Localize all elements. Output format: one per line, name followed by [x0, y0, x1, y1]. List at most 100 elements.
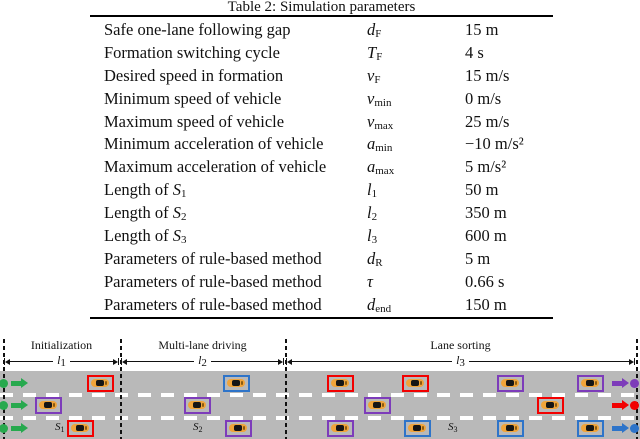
- dimension-tick-right: [283, 358, 284, 365]
- parameter-value: 5 m/s²: [465, 157, 507, 177]
- vehicle-cockpit-icon: [75, 424, 84, 431]
- section-title: Lane sorting: [430, 338, 491, 352]
- symbol-base: l: [367, 226, 372, 246]
- vehicle-formation-box: [401, 374, 429, 392]
- symbol-base: l: [367, 180, 372, 200]
- vehicle-windshield-icon: [344, 425, 347, 430]
- symbol-base: T: [367, 42, 377, 62]
- vehicle-cockpit-icon: [231, 379, 240, 386]
- symbol: l1: [367, 180, 377, 200]
- vehicle-windshield-icon: [594, 425, 597, 430]
- arrow-stem: [612, 380, 622, 386]
- vehicle-formation-box: [576, 419, 604, 437]
- arrow-head: [21, 422, 28, 433]
- symbol: dend: [367, 295, 391, 315]
- parameter-name-variable: S2: [172, 203, 187, 223]
- section-length-subscript: 1: [60, 357, 66, 369]
- arrow-head: [21, 399, 28, 410]
- vehicle-windshield-icon: [419, 380, 422, 385]
- vehicle-cockpit-icon: [545, 401, 554, 408]
- vehicle-icon: [407, 423, 426, 432]
- parameter-name: Length of S3: [104, 225, 367, 252]
- vehicle-icon: [70, 423, 89, 432]
- table-row: Maximum acceleration of vehicle amax 5 m/s…: [90, 156, 553, 179]
- parameter-name: Length of S1: [104, 179, 367, 206]
- parameter-symbol: l2: [367, 202, 465, 229]
- parameter-value: 15 m: [465, 20, 499, 39]
- parameter-name-variable-subscript: 3: [180, 234, 187, 247]
- section-length-symbol: l: [57, 353, 61, 367]
- dimension-tick-left: [4, 358, 5, 365]
- symbol-base: d: [367, 248, 376, 268]
- symbol-subscript: 2: [371, 211, 378, 224]
- vehicle-icon: [405, 378, 424, 387]
- parameter-name-text: Parameters of rule-based method: [104, 271, 322, 291]
- parameter-symbol: vmax: [367, 111, 465, 138]
- parameter-name: Minimum acceleration of vehicle: [104, 133, 367, 156]
- parameter-name: Parameters of rule-based method: [104, 271, 367, 294]
- vehicle-icon: [580, 423, 599, 432]
- exit-direction-arrow-icon: [612, 377, 629, 389]
- parameter-value: 4 s: [465, 42, 484, 62]
- symbol-base: v: [367, 88, 375, 108]
- arrow-stem: [11, 380, 21, 386]
- table-row: Minimum acceleration of vehicle amin −10 m…: [90, 133, 553, 156]
- parameter-name-variable: S3: [173, 226, 187, 247]
- exit-node-dot: [630, 400, 639, 410]
- symbol-base: v: [367, 65, 375, 85]
- dimension-arrowhead-right-icon: [113, 358, 118, 365]
- vehicle-cockpit-icon: [412, 424, 421, 431]
- section-boundary-dashed-line: [636, 339, 638, 439]
- vehicle-icon: [187, 400, 206, 409]
- vehicle-cockpit-icon: [335, 379, 344, 386]
- vehicle-icon: [580, 378, 599, 387]
- symbol-subscript: R: [375, 256, 383, 269]
- parameter-value: 0.66 s: [465, 271, 505, 291]
- parameter-name-text: Minimum speed of vehicle: [104, 88, 282, 108]
- vehicle-windshield-icon: [514, 425, 517, 430]
- dimension-arrowhead-left-icon: [5, 358, 10, 365]
- exit-direction-arrow-icon: [612, 399, 629, 411]
- segment-subscript: 3: [453, 425, 458, 434]
- parameter-value: −10 m/s²: [465, 134, 524, 154]
- vehicle-cockpit-icon: [335, 424, 344, 431]
- parameter-value: 25 m/s: [465, 111, 510, 131]
- section-title: Initialization: [30, 338, 93, 352]
- parameter-value: 50 m: [465, 180, 499, 200]
- symbol: l2: [367, 203, 378, 224]
- parameters-table: Safe one-lane following gap dF 15 m Formati…: [90, 19, 553, 317]
- section-length-symbol: l: [456, 353, 460, 367]
- table-row: Parameters of rule-based method dend 150 m: [90, 294, 553, 317]
- parameter-name-text: Minimum acceleration of vehicle: [104, 134, 324, 154]
- symbol-subscript: min: [374, 96, 392, 109]
- symbol-subscript: 3: [371, 234, 378, 247]
- parameter-symbol: amin: [367, 133, 465, 160]
- arrow-head: [622, 422, 629, 433]
- parameter-name: Maximum acceleration of vehicle: [104, 156, 367, 179]
- symbol: amax: [367, 157, 394, 177]
- dimension-tick-right: [634, 358, 635, 365]
- vehicle-formation-box: [222, 374, 250, 392]
- symbol-base: a: [367, 157, 376, 177]
- vehicle-formation-box: [363, 396, 391, 414]
- parameter-value: 15 m/s: [465, 65, 510, 85]
- dimension-line-right: [210, 361, 278, 362]
- exit-direction-arrow-icon: [612, 422, 629, 434]
- vehicle-formation-box: [536, 396, 564, 414]
- parameter-value: 600 m: [465, 226, 507, 246]
- table-row: Length of S1 l1 50 m: [90, 179, 553, 202]
- exit-node-dot: [630, 423, 639, 433]
- vehicle-windshield-icon: [554, 402, 557, 407]
- vehicle-formation-box: [224, 419, 252, 437]
- dimension-tick-left: [286, 358, 287, 365]
- section-length-dimension: l3: [286, 353, 635, 369]
- parameter-name-text: Maximum speed of vehicle: [104, 111, 285, 131]
- arrow-stem: [612, 402, 622, 408]
- parameter-name-variable: S1: [173, 180, 187, 200]
- parameter-symbol: dend: [367, 294, 465, 321]
- parameter-name-text: Desired speed in formation: [104, 65, 284, 85]
- parameter-symbol: dR: [367, 248, 465, 275]
- vehicle-windshield-icon: [381, 402, 384, 407]
- parameter-name-variable-base: S: [172, 203, 181, 223]
- section-length-label: l1: [53, 354, 70, 369]
